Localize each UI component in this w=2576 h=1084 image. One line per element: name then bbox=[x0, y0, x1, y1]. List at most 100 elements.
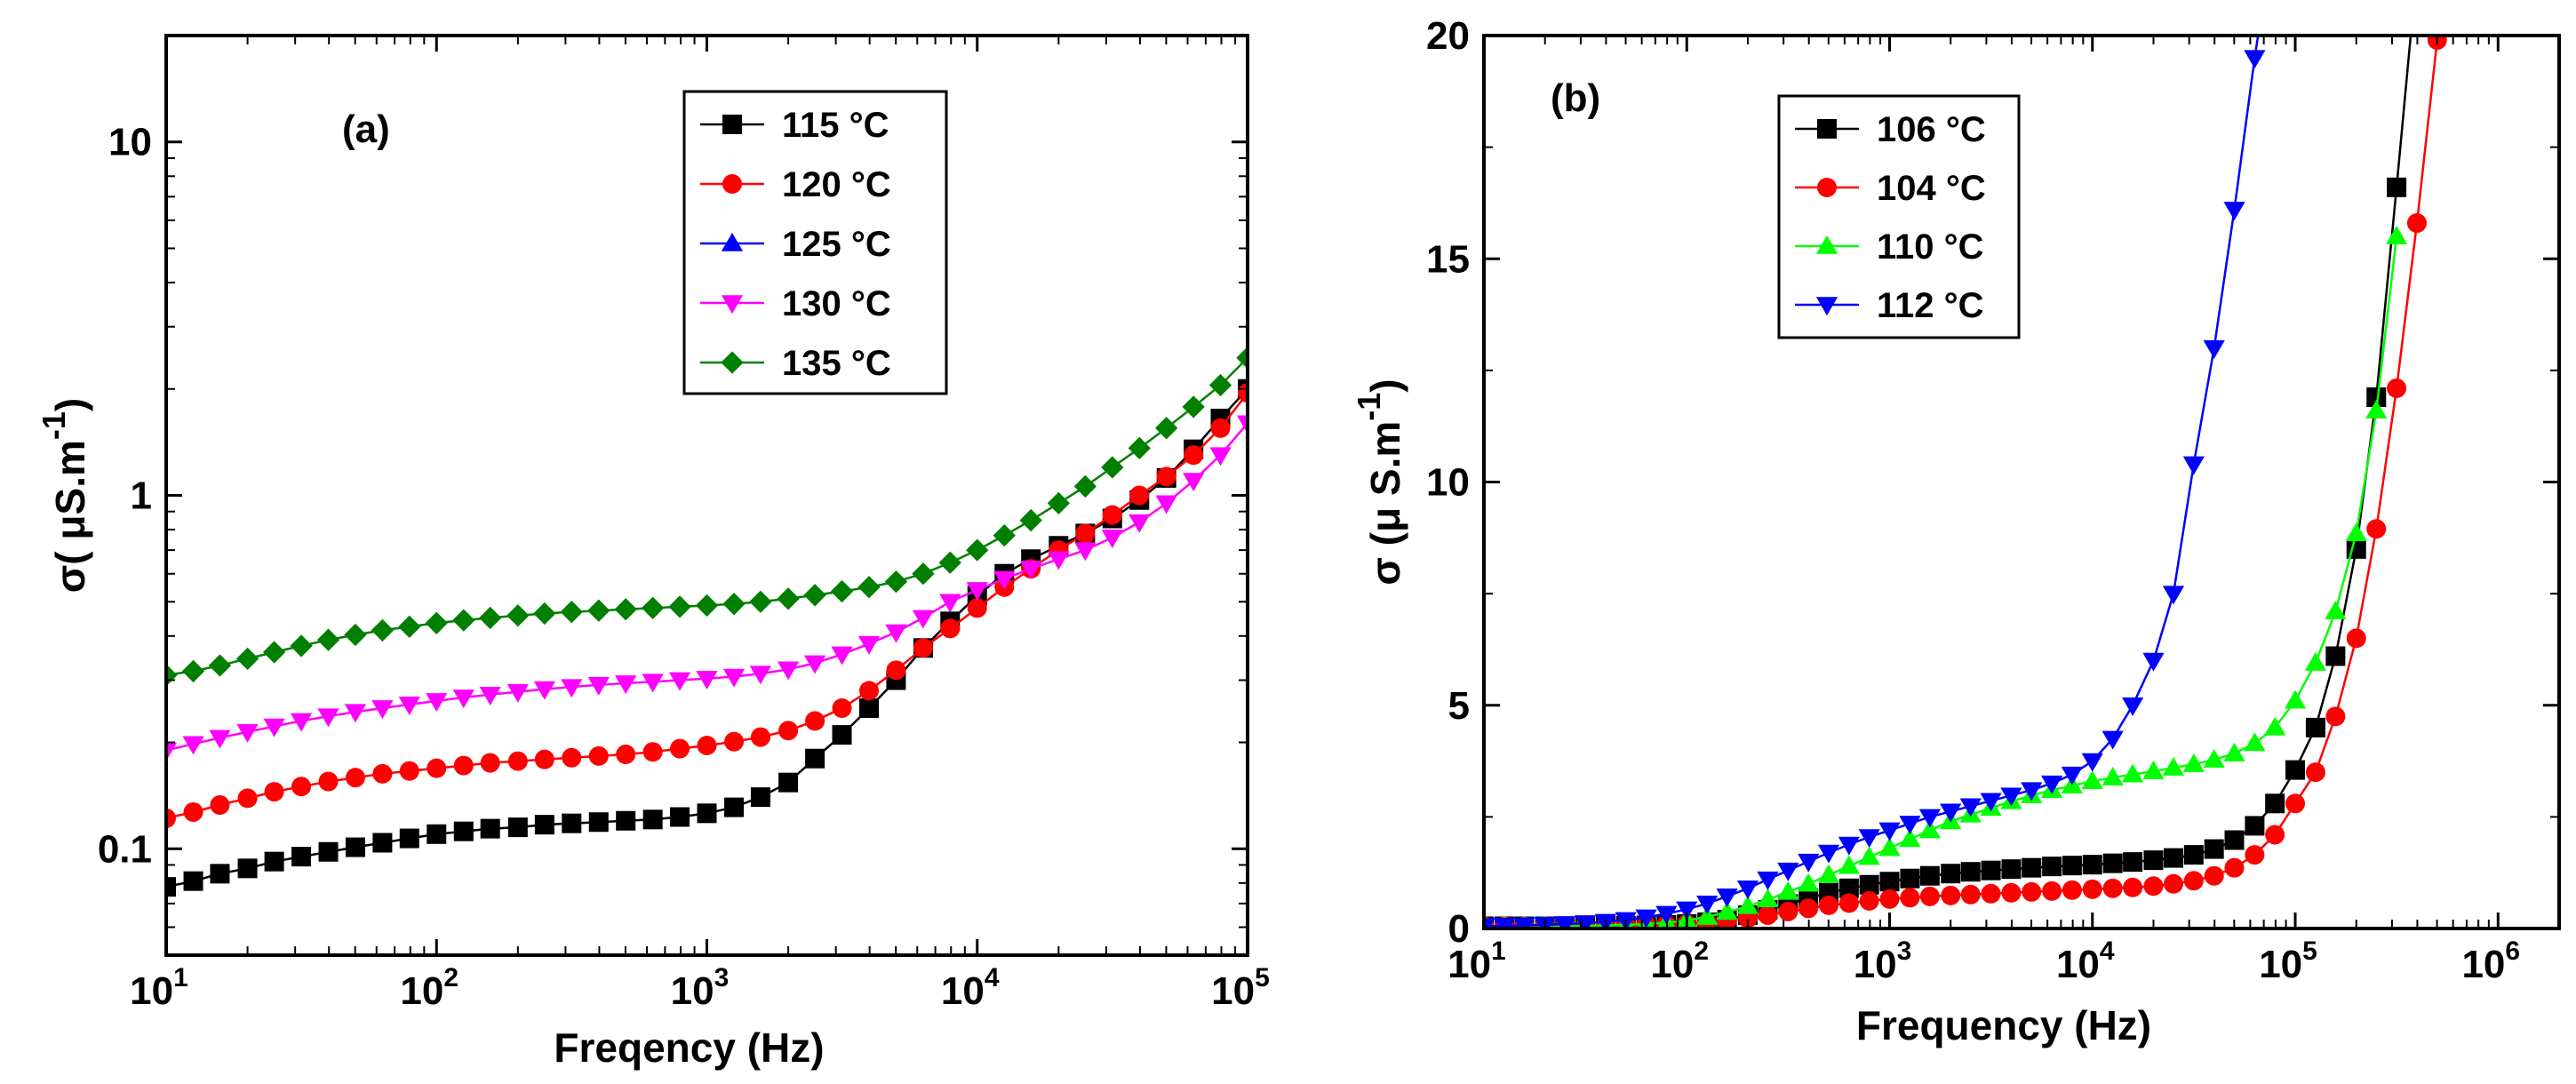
data-point bbox=[993, 523, 1016, 547]
data-point bbox=[533, 602, 556, 626]
data-point bbox=[1155, 417, 1178, 440]
data-point bbox=[1758, 905, 1778, 925]
data-point bbox=[696, 670, 718, 689]
data-point bbox=[670, 807, 690, 827]
data-point bbox=[1655, 905, 1678, 925]
legend-label: 104 °C bbox=[1877, 169, 1986, 208]
legend-label: 106 °C bbox=[1877, 110, 1986, 149]
data-point bbox=[2183, 871, 2204, 891]
data-point bbox=[1696, 896, 1719, 914]
data-point bbox=[1899, 828, 1921, 848]
data-point bbox=[1020, 561, 1042, 580]
y-axis-title: σ( μS.m-1) bbox=[36, 398, 93, 593]
data-point bbox=[1960, 862, 1981, 882]
data-point bbox=[1696, 905, 1719, 925]
data-point bbox=[912, 562, 935, 586]
legend-label: 120 °C bbox=[782, 165, 891, 204]
data-point bbox=[1757, 889, 1779, 908]
y-tick-label: 0.1 bbox=[98, 827, 152, 871]
data-point bbox=[587, 599, 610, 622]
data-point bbox=[2244, 732, 2266, 752]
data-point bbox=[2285, 760, 2306, 780]
legend-label: 135 °C bbox=[782, 344, 891, 383]
data-point bbox=[2123, 877, 2143, 897]
data-point bbox=[750, 727, 770, 747]
data-point bbox=[2123, 852, 2143, 873]
data-point bbox=[1716, 889, 1738, 907]
data-point bbox=[1980, 793, 2002, 812]
series-135c bbox=[166, 347, 1248, 687]
data-point bbox=[1210, 418, 1231, 438]
data-point bbox=[2244, 50, 2266, 69]
y-tick-label: 0 bbox=[1448, 907, 1470, 951]
legend-label: 130 °C bbox=[782, 284, 891, 323]
legend-label: 110 °C bbox=[1877, 227, 1984, 267]
data-point bbox=[940, 618, 961, 639]
data-point bbox=[1019, 508, 1042, 532]
data-point bbox=[427, 758, 447, 778]
data-point bbox=[966, 538, 989, 562]
data-point bbox=[830, 579, 854, 603]
data-point bbox=[2204, 839, 2224, 859]
plot-area bbox=[166, 347, 1248, 897]
data-point bbox=[2387, 378, 2407, 398]
data-point bbox=[1128, 436, 1151, 460]
data-point bbox=[182, 736, 204, 755]
data-point bbox=[1798, 898, 1819, 919]
data-point bbox=[560, 601, 583, 624]
y-tick-label: 1 bbox=[131, 474, 152, 518]
data-point bbox=[318, 841, 339, 862]
data-point bbox=[616, 810, 636, 831]
data-point bbox=[885, 624, 907, 643]
chart-panel-a: 101 102 103 104 105 0.1 1 10 Freqency (Hz) σ( μS.… bbox=[36, 34, 1270, 1071]
data-point bbox=[1940, 803, 1962, 823]
data-point bbox=[724, 731, 745, 752]
data-point bbox=[1981, 883, 2001, 904]
data-point bbox=[561, 679, 583, 698]
data-point bbox=[2143, 850, 2164, 871]
series-line bbox=[1484, 36, 2260, 928]
data-point bbox=[2001, 882, 2022, 903]
data-point bbox=[479, 686, 501, 705]
data-point bbox=[399, 761, 419, 781]
data-point bbox=[2182, 456, 2205, 475]
data-point bbox=[372, 763, 393, 784]
data-point bbox=[2102, 878, 2123, 898]
data-point bbox=[344, 623, 367, 647]
data-point bbox=[1919, 865, 1940, 886]
x-tick-label: 103 bbox=[1854, 937, 1912, 986]
data-point bbox=[2021, 782, 2043, 801]
data-point bbox=[399, 828, 419, 849]
data-point bbox=[884, 570, 908, 594]
data-point bbox=[562, 813, 582, 833]
data-point bbox=[316, 628, 340, 651]
x-tick-label: 102 bbox=[400, 963, 459, 1013]
data-point bbox=[2042, 881, 2062, 901]
data-point bbox=[724, 797, 745, 817]
data-point bbox=[1858, 829, 1880, 849]
data-point bbox=[1075, 523, 1096, 544]
legend-marker bbox=[1817, 178, 1837, 197]
legend: 106 °C 104 °C 110 °C 112 °C bbox=[1777, 94, 2021, 339]
data-point bbox=[1101, 456, 1124, 479]
data-point bbox=[318, 771, 339, 792]
data-point bbox=[236, 724, 259, 743]
data-point bbox=[913, 638, 933, 658]
data-point bbox=[993, 570, 1016, 590]
data-point bbox=[398, 697, 420, 715]
y-tick-label: 10 bbox=[108, 121, 152, 164]
data-point bbox=[1047, 491, 1070, 515]
data-point bbox=[371, 618, 395, 642]
data-point bbox=[616, 744, 636, 764]
data-point bbox=[642, 596, 665, 619]
data-point bbox=[749, 590, 772, 613]
legend-marker bbox=[721, 232, 744, 251]
data-point bbox=[2001, 859, 2022, 880]
data-point bbox=[1819, 895, 1839, 915]
data-point bbox=[480, 818, 500, 839]
data-point bbox=[264, 851, 284, 872]
data-point bbox=[2387, 177, 2407, 197]
data-point bbox=[262, 641, 286, 664]
data-point bbox=[372, 833, 393, 853]
data-point bbox=[777, 661, 800, 681]
